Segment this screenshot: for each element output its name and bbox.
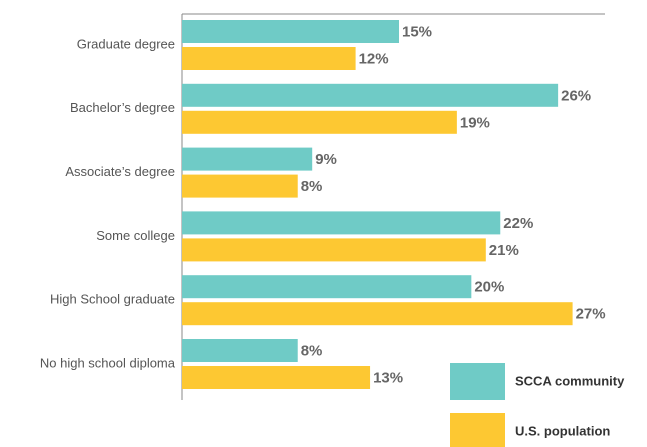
bar: [182, 47, 356, 70]
y-tick-label: Graduate degree: [77, 36, 175, 51]
y-tick-label: High School graduate: [50, 292, 175, 307]
value-label: 26%: [561, 87, 591, 104]
value-label: 8%: [301, 178, 323, 195]
value-label: 22%: [503, 215, 533, 232]
legend-label: U.S. population: [515, 423, 610, 438]
legend-label: SCCA community: [515, 373, 625, 388]
bar: [182, 211, 501, 235]
y-tick-label: Some college: [96, 228, 175, 243]
value-label: 19%: [460, 114, 490, 131]
value-label: 13%: [373, 369, 403, 386]
bar: [182, 366, 371, 389]
legend-swatch: [450, 363, 505, 400]
bar: [182, 20, 399, 43]
bar: [182, 110, 457, 134]
y-tick-label: Associate’s degree: [65, 164, 175, 179]
value-label: 8%: [301, 342, 323, 359]
bar: [182, 302, 573, 326]
y-tick-label: Bachelor’s degree: [70, 100, 175, 115]
bar: [182, 83, 559, 107]
legend-swatch: [450, 413, 505, 447]
value-label: 12%: [359, 50, 389, 67]
bar: [182, 147, 313, 171]
y-tick-label: No high school diploma: [40, 355, 176, 370]
value-label: 20%: [474, 279, 504, 296]
bar: [182, 339, 298, 362]
bar: [182, 238, 486, 262]
value-label: 9%: [315, 151, 337, 168]
value-label: 27%: [576, 306, 606, 323]
bar: [182, 174, 298, 198]
value-label: 15%: [402, 23, 432, 40]
value-label: 21%: [489, 242, 519, 259]
bar: [182, 275, 472, 299]
